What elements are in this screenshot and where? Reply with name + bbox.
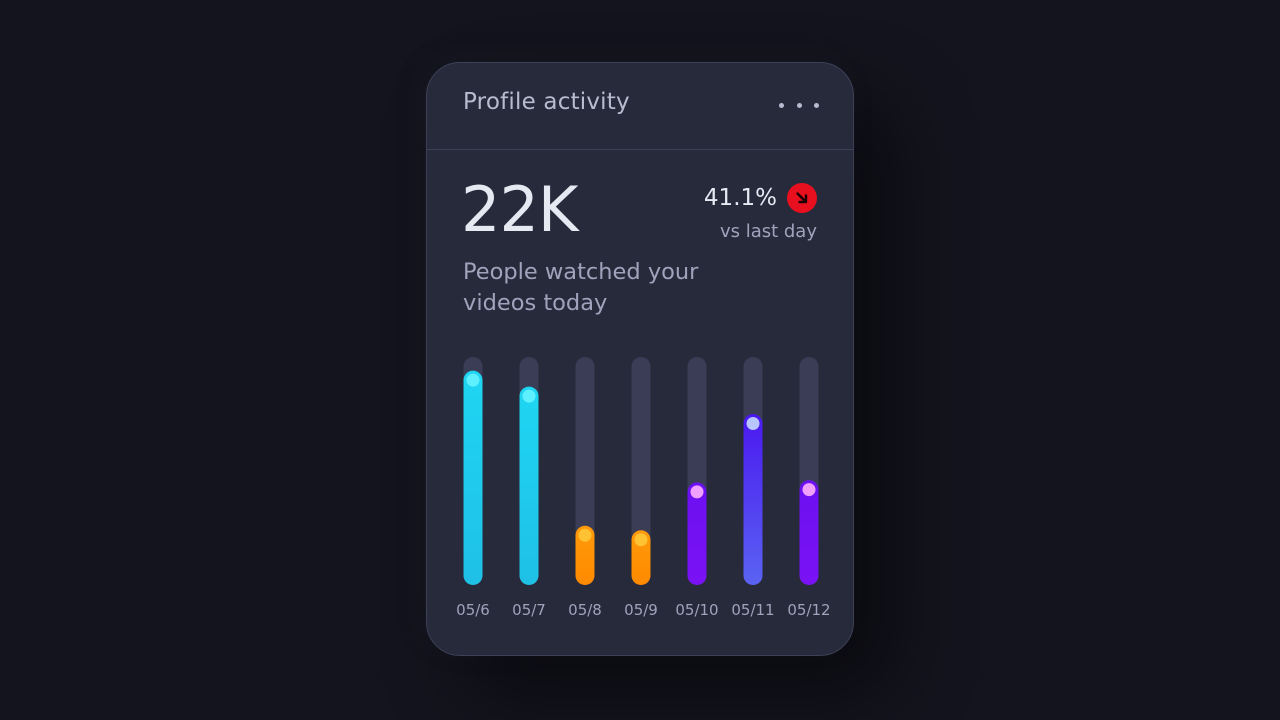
bar-knob <box>578 528 592 542</box>
x-tick-label: 05/11 <box>731 601 775 619</box>
x-tick-label: 05/7 <box>512 601 546 619</box>
profile-activity-card: Profile activity 22K People watched your… <box>426 62 854 656</box>
bar-05/11[interactable] <box>743 414 763 585</box>
x-tick-label: 05/10 <box>675 601 719 619</box>
arrow-down-right-icon <box>787 183 817 213</box>
views-description: People watched your videos today <box>463 259 699 316</box>
change-stat: 41.1% <box>704 183 817 213</box>
bar-05/8[interactable] <box>575 525 595 585</box>
dot <box>814 102 819 108</box>
bar-track <box>631 357 651 585</box>
activity-bar-chart <box>463 357 819 585</box>
bar-knob <box>690 485 704 499</box>
bar-05/12[interactable] <box>799 480 819 585</box>
more-options-icon[interactable] <box>779 91 819 119</box>
bar-knob <box>466 373 480 387</box>
x-tick-label: 05/12 <box>787 601 831 619</box>
bar-05/6[interactable] <box>463 370 483 585</box>
x-tick-label: 05/6 <box>456 601 490 619</box>
dot <box>796 102 802 108</box>
bar-knob <box>634 533 648 547</box>
x-tick-label: 05/9 <box>624 601 658 619</box>
card-header: Profile activity <box>427 63 853 150</box>
change-percent: 41.1% <box>703 185 777 211</box>
change-caption: vs last day <box>719 221 817 242</box>
bar-knob <box>802 483 816 497</box>
bar-knob <box>746 417 760 430</box>
card-title: Profile activity <box>463 89 630 115</box>
dot <box>779 102 784 108</box>
bar-05/10[interactable] <box>687 482 707 585</box>
x-tick-label: 05/8 <box>568 601 602 619</box>
bar-05/7[interactable] <box>519 386 539 585</box>
bar-knob <box>522 389 536 403</box>
views-count: 22K <box>461 173 579 246</box>
